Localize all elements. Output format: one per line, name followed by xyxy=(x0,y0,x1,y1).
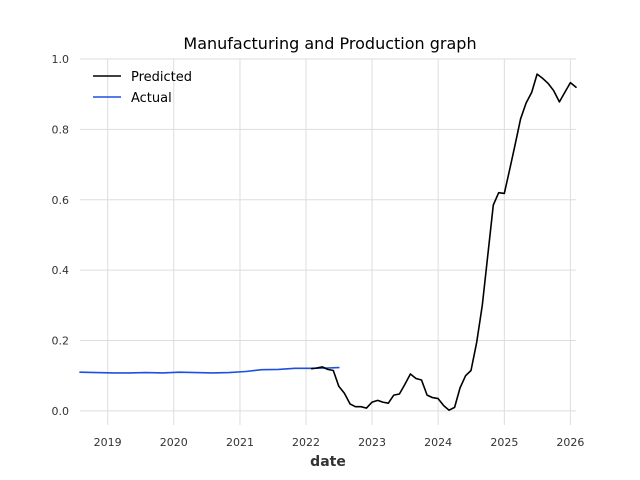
y-tick-label: 0.8 xyxy=(52,123,70,136)
x-tick-label: 2023 xyxy=(358,436,386,449)
x-tick-label: 2021 xyxy=(226,436,254,449)
legend-label-predicted: Predicted xyxy=(131,70,192,85)
x-tick-label: 2026 xyxy=(556,436,584,449)
legend: Predicted Actual xyxy=(93,70,192,106)
y-axis-ticks: 0.0 0.2 0.4 0.6 0.8 1.0 xyxy=(52,53,70,418)
y-tick-label: 0.6 xyxy=(52,194,70,207)
y-tick-label: 0.2 xyxy=(52,335,70,348)
x-tick-label: 2025 xyxy=(490,436,518,449)
y-tick-label: 0.0 xyxy=(52,405,70,418)
series-line-actual xyxy=(79,366,340,374)
x-tick-label: 2022 xyxy=(292,436,320,449)
legend-label-actual: Actual xyxy=(131,91,172,106)
x-tick-label: 2024 xyxy=(424,436,452,449)
x-axis-label: date xyxy=(310,454,346,470)
x-axis-ticks: 2019 2020 2021 2022 2023 2024 2025 2026 xyxy=(94,436,585,449)
grid-lines xyxy=(80,58,576,425)
chart-title: Manufacturing and Production graph xyxy=(183,34,476,53)
x-tick-label: 2020 xyxy=(160,436,188,449)
series-lines xyxy=(79,73,577,412)
y-tick-label: 1.0 xyxy=(52,53,70,66)
y-tick-label: 0.4 xyxy=(52,264,70,277)
x-tick-label: 2019 xyxy=(94,436,122,449)
series-line-predicted xyxy=(310,73,577,412)
